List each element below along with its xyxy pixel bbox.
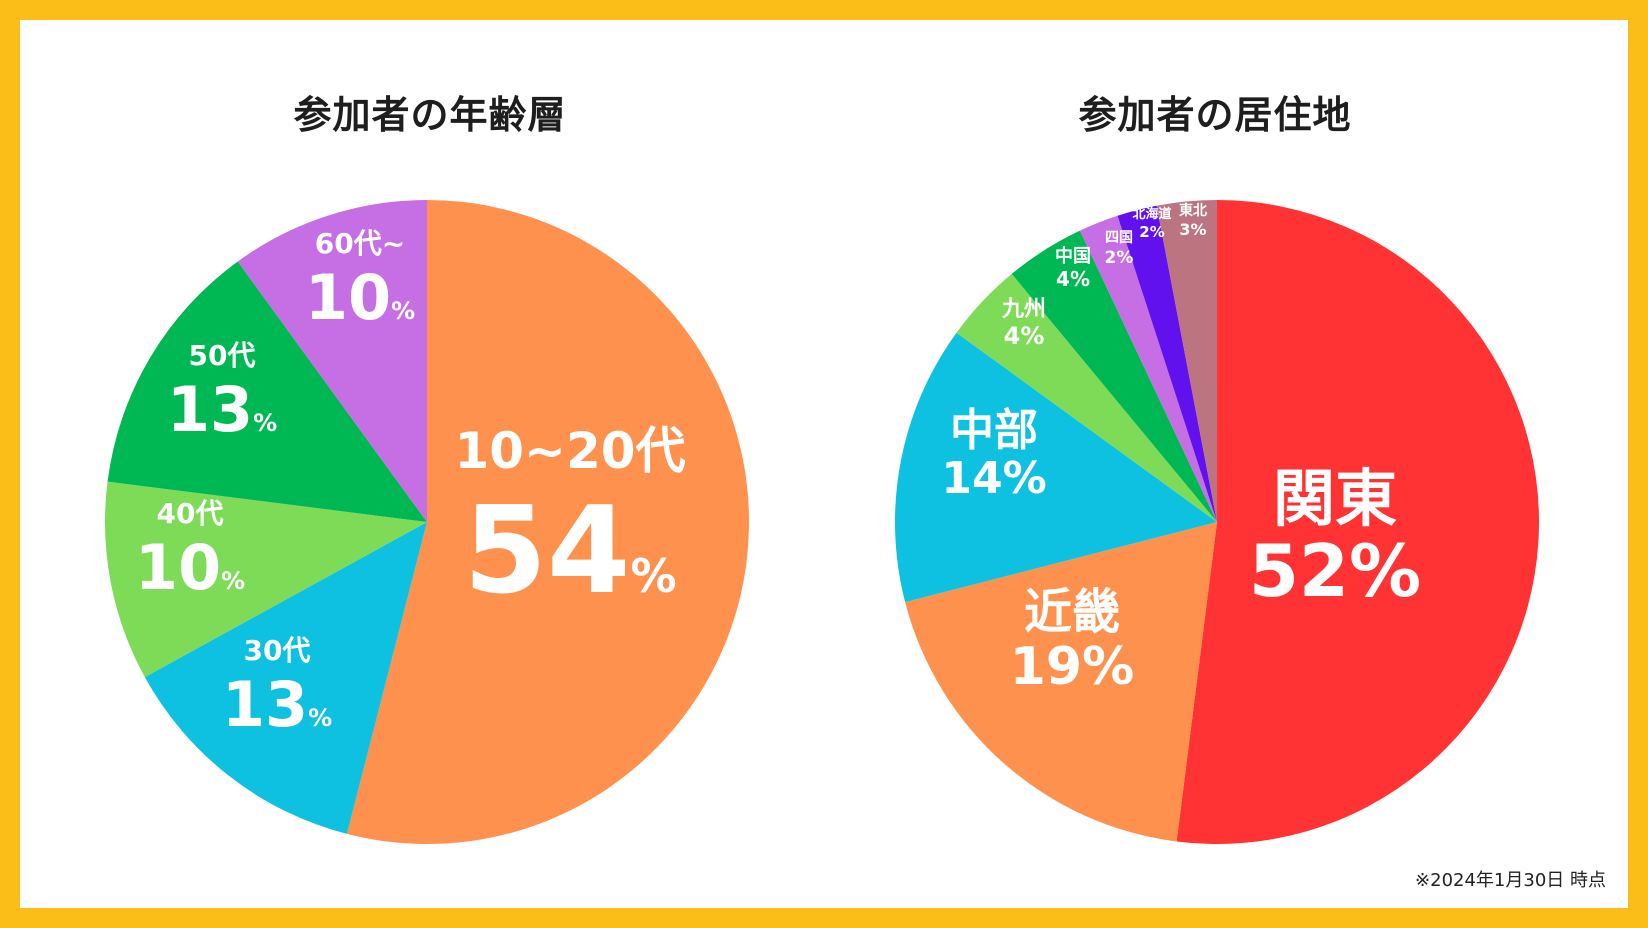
- percent-sign: %: [1116, 248, 1133, 268]
- percent-sign: %: [308, 704, 332, 732]
- slice-name-label: 関東: [1273, 462, 1397, 535]
- slice-value-label: 14: [941, 453, 1002, 504]
- footnote: ※2024年1月30日 時点: [1415, 870, 1606, 891]
- pie-slice: [1117, 205, 1217, 522]
- pie-slice: [144, 522, 427, 834]
- slice-value-label: 2: [1105, 248, 1117, 268]
- pie-slice: [1176, 199, 1540, 844]
- percent-sign: %: [1003, 453, 1047, 504]
- slice-value-text: 13%: [222, 668, 332, 741]
- slice-name-label: 10~20代: [454, 422, 685, 480]
- slice-name-label: 40代: [157, 497, 224, 530]
- slice-name-label: 四国: [1105, 230, 1133, 246]
- residence-chart-title: 参加者の居住地: [1078, 93, 1352, 137]
- slice-name-label: 60代~: [315, 227, 405, 260]
- slice-value-label: 54: [463, 482, 630, 621]
- slice-value-text: 2%: [1105, 248, 1134, 268]
- pie-slice: [956, 273, 1217, 522]
- slice-name-label: 中部: [950, 405, 1038, 456]
- percent-sign: %: [1191, 220, 1207, 239]
- slice-value-label: 13: [167, 373, 253, 446]
- slice-value-label: 19: [1010, 637, 1082, 697]
- percent-sign: %: [1082, 637, 1134, 697]
- percent-sign: %: [221, 567, 245, 595]
- pie-slice: [346, 200, 750, 844]
- pie-slice: [1156, 200, 1217, 522]
- age-chart-title: 参加者の年齢層: [293, 93, 567, 137]
- slice-name-label: 30代: [244, 634, 311, 667]
- slice-name-label: 近畿: [1024, 584, 1120, 640]
- slice-name-label: 東北: [1179, 202, 1207, 219]
- percent-sign: %: [253, 409, 277, 437]
- slice-name-label: 九州: [1001, 297, 1046, 322]
- pie-slice: [895, 332, 1217, 603]
- pie-slice: [105, 481, 428, 678]
- slice-value-text: 13%: [167, 373, 277, 446]
- slice-value-label: 2: [1139, 223, 1149, 241]
- slice-name-label: 50代: [189, 339, 256, 372]
- percent-sign: %: [1070, 267, 1090, 291]
- slice-value-label: 4: [1004, 322, 1021, 350]
- slice-value-label: 4: [1056, 267, 1070, 291]
- pie-slice: [107, 261, 427, 522]
- slice-value-label: 13: [222, 668, 308, 741]
- slice-value-text: 54%: [463, 482, 676, 621]
- pie-slice: [905, 522, 1217, 842]
- slice-name-label: 中国: [1055, 245, 1091, 267]
- percent-sign: %: [391, 297, 415, 325]
- slice-value-label: 52: [1249, 529, 1349, 613]
- slice-value-text: 3%: [1179, 220, 1206, 239]
- percent-sign: %: [1150, 223, 1165, 241]
- percent-sign: %: [1349, 529, 1421, 613]
- slice-value-text: 2%: [1139, 223, 1164, 241]
- slice-value-text: 10%: [135, 531, 245, 604]
- pie-slice: [237, 200, 427, 522]
- slice-name-label: 北海道: [1132, 206, 1171, 222]
- percent-sign: %: [1020, 322, 1044, 350]
- pie-slice: [1011, 230, 1217, 522]
- slice-value-label: 10: [135, 531, 221, 604]
- slice-value-text: 14%: [941, 453, 1046, 504]
- slice-value-text: 4%: [1004, 322, 1045, 350]
- slice-value-text: 52%: [1249, 529, 1421, 613]
- slice-value-text: 19%: [1010, 637, 1134, 697]
- pie-slice: [1079, 215, 1217, 522]
- percent-sign: %: [630, 549, 676, 603]
- slice-value-text: 10%: [305, 261, 415, 334]
- slice-value-label: 10: [305, 261, 391, 334]
- slice-value-label: 3: [1179, 220, 1190, 239]
- slice-value-text: 4%: [1056, 267, 1090, 291]
